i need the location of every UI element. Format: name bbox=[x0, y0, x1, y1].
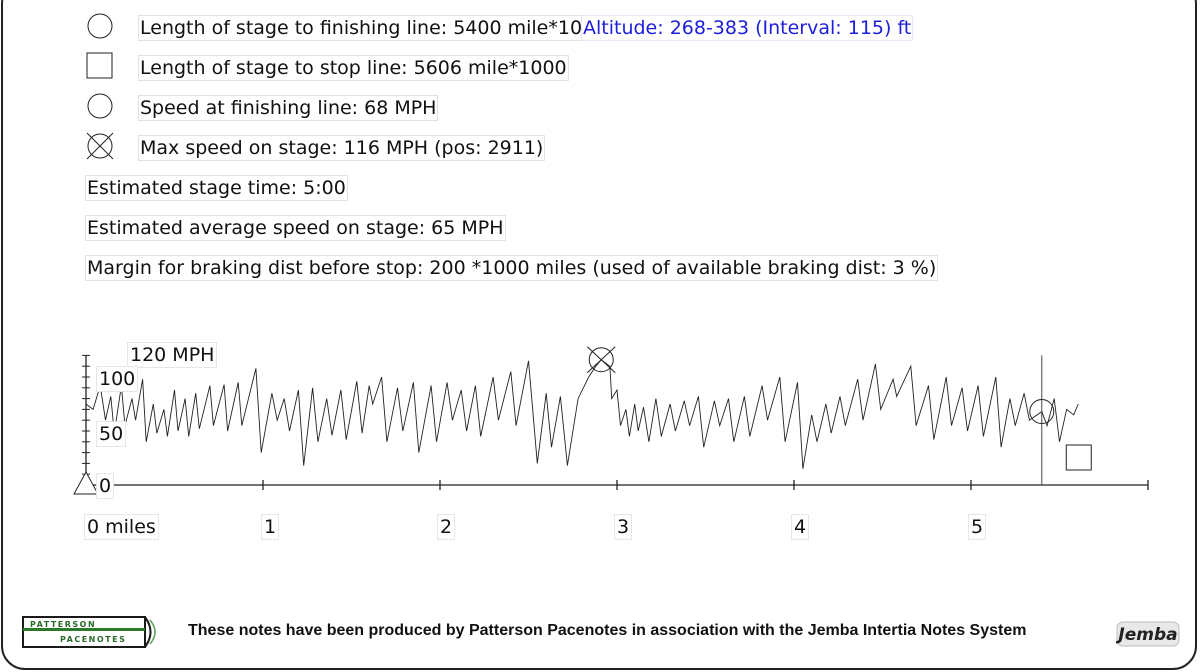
y-tick-100: 100 bbox=[96, 366, 139, 392]
avg-speed-label: Estimated average speed on stage: 65 MPH bbox=[85, 215, 506, 241]
svg-text:PACENOTES: PACENOTES bbox=[60, 635, 126, 644]
stage-time-label: Estimated stage time: 5:00 bbox=[85, 175, 348, 201]
y-top-label: 120 MPH bbox=[127, 342, 218, 368]
max-speed-marker-cross bbox=[586, 346, 616, 374]
y-tick-50: 50 bbox=[96, 421, 127, 447]
x-tick-5: 5 bbox=[968, 514, 987, 540]
patterson-pacenotes-logo: PATTERSON PACENOTES bbox=[22, 616, 156, 648]
speed-chart bbox=[73, 346, 1149, 495]
finish-length-label: Length of stage to finishing line: 5400 … bbox=[138, 15, 583, 41]
stop-square-icon bbox=[86, 52, 113, 79]
finish-speed-marker bbox=[1029, 399, 1055, 425]
footer-credit-text: These notes have been produced by Patter… bbox=[188, 622, 1027, 639]
x-tick-0: 0 miles bbox=[84, 514, 159, 540]
start-triangle-marker bbox=[73, 470, 99, 495]
jemba-logo: Jemba bbox=[1116, 621, 1180, 647]
x-tick-2: 2 bbox=[437, 514, 456, 540]
stop-length-label: Length of stage to stop line: 5606 mile*… bbox=[138, 55, 569, 81]
stop-square-marker bbox=[1065, 444, 1092, 471]
max-speed-crossed-circle-icon bbox=[86, 132, 114, 160]
finish-circle-icon bbox=[87, 13, 113, 39]
svg-text:Jemba: Jemba bbox=[1116, 625, 1178, 645]
finish-speed-label: Speed at finishing line: 68 MPH bbox=[138, 95, 439, 121]
braking-margin-label: Margin for braking dist before stop: 200… bbox=[85, 255, 939, 281]
y-tick-0: 0 bbox=[96, 473, 115, 499]
altitude-label: Altitude: 268-383 (Interval: 115) ft bbox=[581, 15, 914, 41]
x-tick-4: 4 bbox=[791, 514, 810, 540]
svg-text:PATTERSON: PATTERSON bbox=[30, 620, 96, 629]
max-speed-label: Max speed on stage: 116 MPH (pos: 2911) bbox=[138, 135, 546, 161]
max-speed-marker bbox=[588, 347, 614, 373]
speed-series-line bbox=[85, 359, 1079, 469]
finish-speed-circle-icon bbox=[87, 93, 113, 119]
x-tick-1: 1 bbox=[261, 514, 280, 540]
x-tick-3: 3 bbox=[614, 514, 633, 540]
